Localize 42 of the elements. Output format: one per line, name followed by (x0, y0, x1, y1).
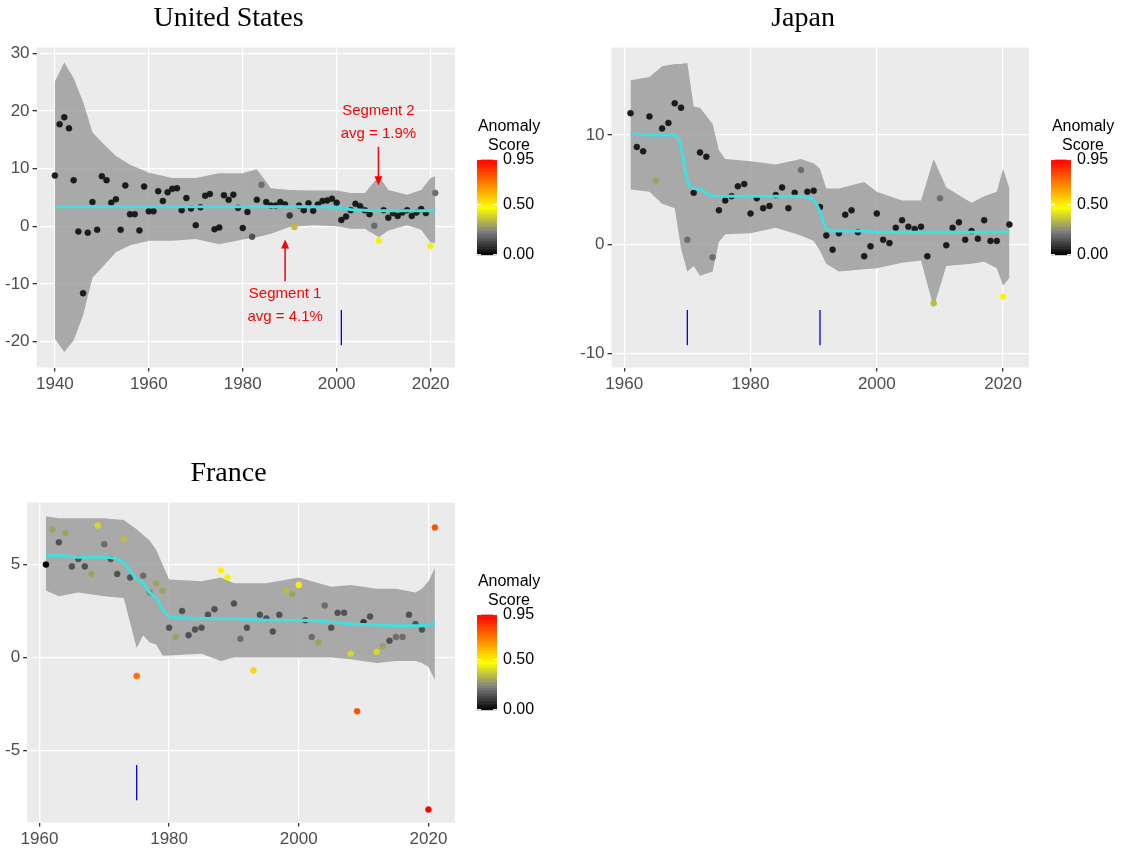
y-tick-label: 5 (10, 554, 21, 574)
y-tick-label: -5 (4, 739, 21, 759)
chart-title: Japan (771, 1, 835, 33)
x-tick-label: 1980 (731, 374, 770, 394)
x-tick-label: 1960 (129, 374, 168, 394)
color-bar-label: 0.95 (1077, 150, 1109, 168)
color-bar-label: 0.00 (503, 700, 535, 718)
x-tick-label: 1980 (150, 829, 189, 849)
x-tick-label: 1940 (35, 374, 74, 394)
y-tick-label: 0 (10, 647, 21, 667)
x-tick-label: 1980 (223, 374, 262, 394)
color-bar-label: 0.00 (503, 245, 535, 263)
y-tick-label: 0 (595, 233, 605, 253)
color-bar-label: 0.00 (1077, 245, 1109, 263)
x-tick-label: 1960 (605, 374, 644, 394)
color-bar-label: 0.95 (503, 605, 535, 623)
color-bar-label: 0.95 (503, 150, 535, 168)
x-tick-label: 2020 (411, 374, 450, 394)
y-tick-label: 0 (20, 216, 30, 236)
y-tick-label: 10 (585, 124, 605, 144)
color-bar-title: Anomaly Score (477, 571, 541, 608)
chart-title: United States (153, 1, 304, 33)
annotation: Segment 2 avg = 1.9% (340, 101, 417, 142)
x-tick-label: 2000 (857, 374, 896, 394)
color-bar-title: Anomaly Score (1051, 116, 1115, 153)
x-tick-label: 2000 (279, 829, 318, 849)
x-tick-label: 2020 (984, 374, 1023, 394)
x-tick-label: 1960 (20, 829, 59, 849)
y-tick-label: -20 (4, 331, 30, 351)
color-bar-label: 0.50 (503, 195, 535, 213)
color-bar-label: 0.50 (1077, 195, 1109, 213)
y-tick-label: 10 (10, 158, 30, 178)
x-tick-label: 2000 (317, 374, 356, 394)
annotation: Segment 1 avg = 4.1% (247, 283, 323, 324)
x-tick-label: 2020 (409, 829, 448, 849)
color-bar-title: Anomaly Score (477, 116, 541, 153)
y-tick-label: -10 (579, 343, 605, 363)
y-tick-label: 30 (10, 43, 30, 63)
color-bar-label: 0.50 (503, 650, 535, 668)
chart-title: France (190, 456, 267, 488)
y-tick-label: -10 (4, 273, 30, 293)
y-tick-label: 20 (10, 100, 30, 120)
